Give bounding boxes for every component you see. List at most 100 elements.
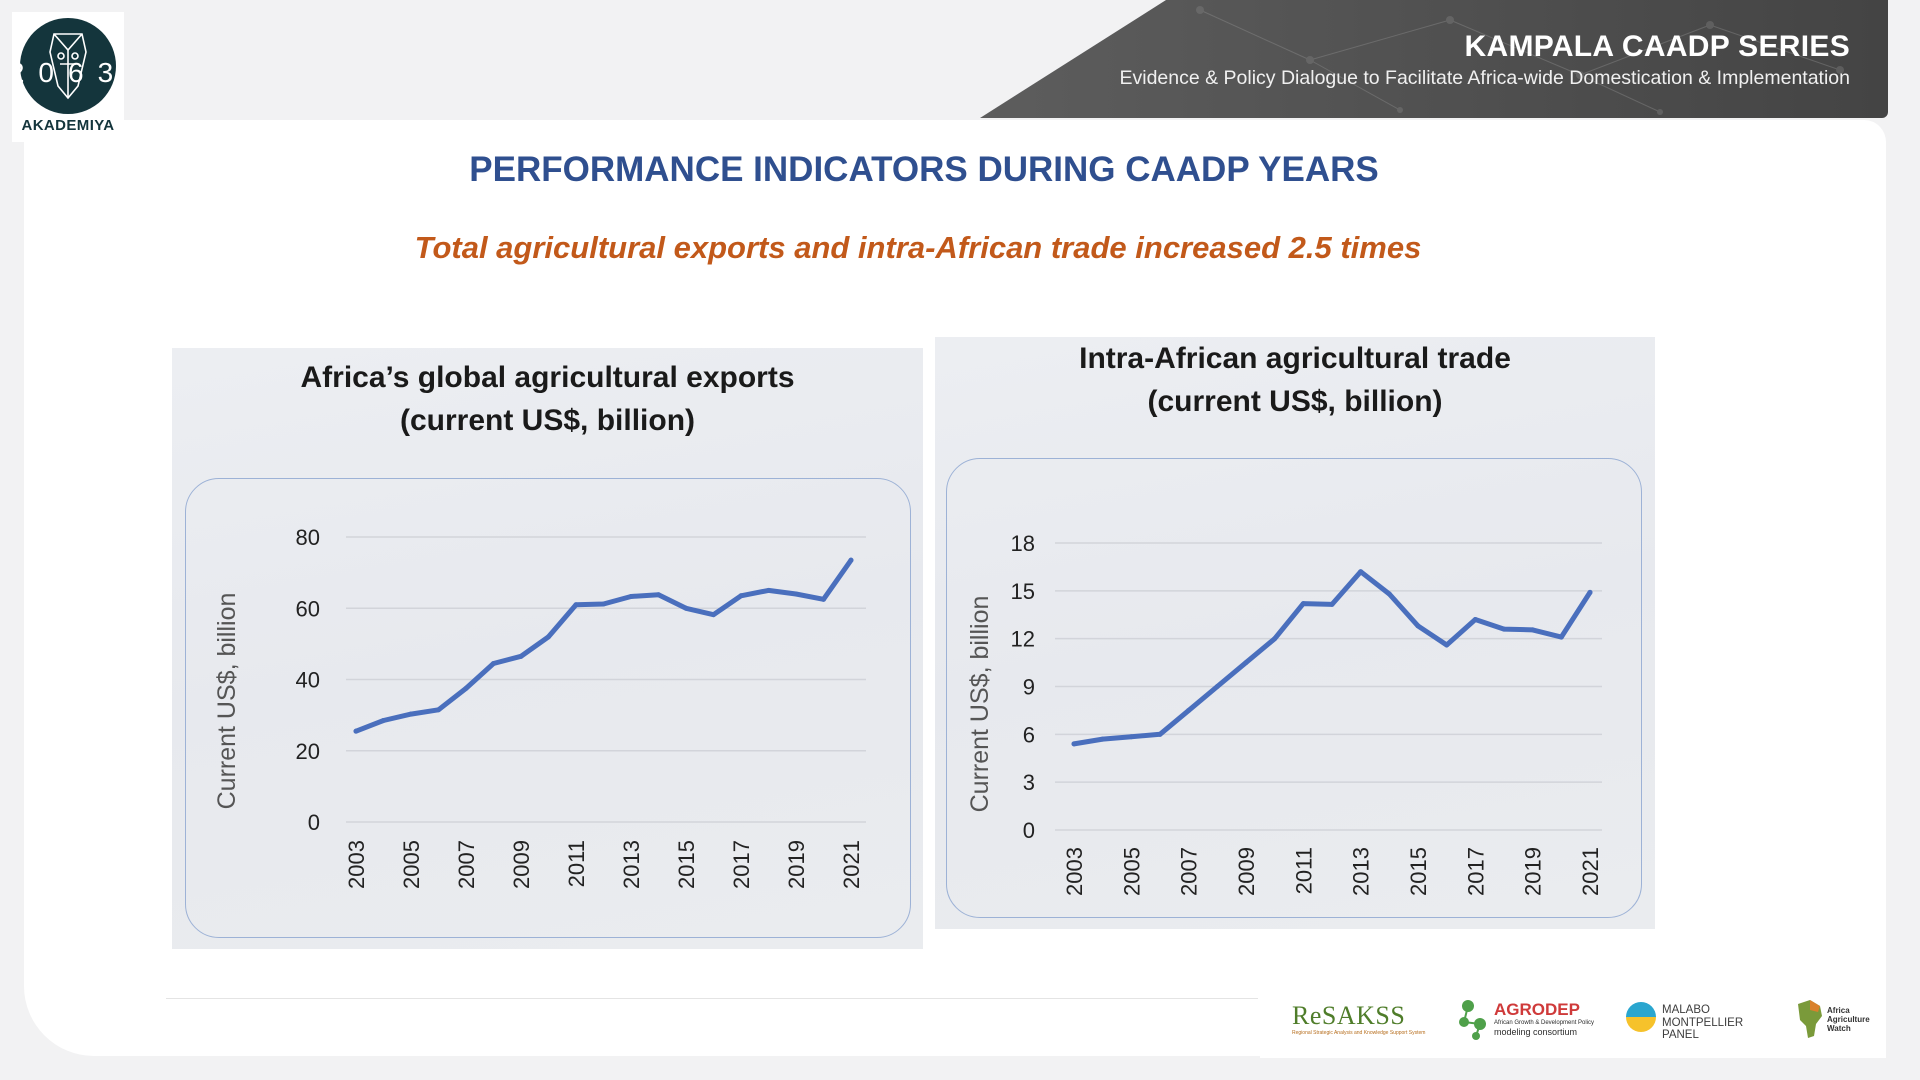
data-point (1157, 731, 1163, 737)
x-tick-label: 2009 (1234, 847, 1259, 896)
data-point (573, 602, 579, 608)
aaw-logo: Africa Agriculture Watch (1792, 976, 1882, 1058)
agrodep-tagline: African Growth & Development Policy (1494, 1020, 1595, 1026)
data-point (1272, 636, 1278, 642)
y-tick-label: 15 (1011, 579, 1035, 604)
data-point (518, 653, 524, 659)
data-point (1501, 626, 1507, 632)
x-tick-label: 2005 (399, 840, 424, 889)
data-point (1071, 741, 1077, 747)
x-tick-label: 2003 (344, 840, 369, 889)
y-tick-label: 0 (1023, 818, 1035, 843)
agrodep-molecule-icon (1459, 1000, 1486, 1040)
y-tick-label: 6 (1023, 722, 1035, 747)
x-tick-label: 2021 (1578, 847, 1603, 896)
africa-map-icon (1798, 1000, 1822, 1038)
network-pattern (1196, 6, 1844, 115)
data-point (793, 591, 799, 597)
series-line (1071, 569, 1593, 747)
akademiya-logo: 2063 AKADEMIYA (12, 12, 124, 142)
y-axis-label: Current US$, billion (213, 593, 241, 810)
intra-trade-chart-title-line2: (current US$, billion) (1147, 385, 1443, 418)
x-tick-label: 2017 (729, 840, 754, 889)
series-subtitle: Evidence & Policy Dialogue to Facilitate… (1119, 67, 1850, 89)
data-point (491, 660, 496, 666)
exports-chart-title-line1: Africa’s global agricultural exports (300, 361, 795, 394)
exports-line-chart: 0 20 40 60 80 2003 2005 2007 2009 2011 2013 2015 201… (213, 525, 866, 889)
logo-mask-icon (49, 33, 87, 100)
slide-title: PERFORMANCE INDICATORS DURING CAADP YEAR… (469, 150, 1379, 189)
mmp-circle-icon (1626, 1002, 1656, 1032)
intra-trade-chart-frame (946, 458, 1642, 918)
data-point (656, 592, 661, 598)
agrodep-logo: AGRODEP African Growth & Development Pol… (1454, 976, 1594, 1058)
x-tick-label: 2015 (674, 840, 699, 889)
mmp-line-3: PANEL (1662, 1029, 1699, 1041)
logo-numerals-text: 2063 (20, 57, 116, 88)
x-tick-label: 2011 (564, 840, 589, 887)
data-point (353, 728, 359, 734)
data-point (381, 717, 386, 723)
data-point (1444, 642, 1450, 648)
data-point (766, 587, 771, 593)
data-point (1530, 627, 1536, 633)
x-tick-label: 2013 (1349, 847, 1374, 896)
series-banner: KAMPALA CAADP SERIES Evidence & Policy D… (980, 0, 1888, 118)
y-tick-label: 18 (1011, 531, 1035, 556)
x-tick-label: 2017 (1463, 847, 1488, 896)
partner-logos: ReSAKSS Regional Strategic Analysis and … (1260, 976, 1886, 1058)
x-tick-label: 2021 (839, 840, 864, 889)
data-point (1243, 660, 1249, 666)
series-line (353, 557, 854, 734)
y-tick-label: 0 (308, 810, 320, 835)
footer-divider (166, 998, 1258, 999)
mmp-line-1: MALABO (1662, 1004, 1710, 1016)
x-tick-label: 2003 (1062, 847, 1087, 896)
aaw-name: Africa Agriculture Watch (1827, 1006, 1870, 1033)
logo-numerals: 2063 (20, 57, 116, 88)
logo-name: AKADEMIYA (21, 117, 115, 134)
x-tick-label: 2019 (784, 840, 809, 889)
resakss-tagline: Regional Strategic Analysis and Knowledg… (1292, 1030, 1426, 1036)
agrodep-tagline-2: modeling consortium (1494, 1027, 1578, 1037)
data-point (1587, 589, 1593, 595)
data-point (1386, 591, 1392, 597)
data-point (1415, 623, 1421, 629)
data-point (738, 593, 744, 599)
data-point (1100, 736, 1106, 742)
aaw-line-2: Agriculture (1827, 1015, 1870, 1024)
mmp-line-2: MONTPELLIER (1662, 1016, 1744, 1029)
x-tick-label: 2019 (1521, 847, 1546, 896)
logo-emblem: 2063 (20, 18, 116, 114)
x-tick-label: 2015 (1406, 847, 1431, 896)
x-tick-label: 2011 (1291, 847, 1316, 894)
y-tick-label: 60 (296, 596, 320, 621)
y-axis-label: Current US$, billion (966, 596, 994, 813)
y-tick-label: 40 (296, 668, 320, 693)
aaw-line-1: Africa (1827, 1006, 1850, 1015)
data-point (436, 707, 441, 713)
slide-subtitle: Total agricultural exports and intra-Afr… (414, 230, 1422, 265)
series-title: KAMPALA CAADP SERIES (1464, 30, 1850, 63)
y-tick-label: 9 (1023, 675, 1035, 700)
exports-chart-card: Africa’s global agricultural exports (cu… (172, 348, 923, 949)
data-point (683, 605, 689, 611)
intra-trade-chart-title-line1: Intra-African agricultural trade (1079, 342, 1511, 375)
intra-trade-line-chart: 0 3 6 9 12 15 18 2003 2005 2007 2009 2011 2013 2015 20… (966, 531, 1603, 896)
data-point (1472, 617, 1478, 623)
x-tick-label: 2007 (454, 840, 479, 889)
mmp-name: MALABO MONTPELLIER PANEL (1662, 1004, 1743, 1042)
resakss-name: ReSAKSS (1292, 1001, 1406, 1030)
data-point (1329, 601, 1335, 607)
data-point (1128, 734, 1134, 740)
y-tick-label: 12 (1011, 627, 1035, 652)
data-point (1186, 707, 1192, 713)
y-tick-label: 80 (296, 525, 320, 550)
data-point (711, 612, 716, 618)
data-point (1558, 634, 1564, 640)
data-point (821, 596, 826, 602)
mmp-logo: MALABO MONTPELLIER PANEL (1622, 976, 1752, 1058)
x-tick-label: 2005 (1119, 847, 1144, 896)
data-point (1358, 569, 1364, 575)
y-tick-label: 3 (1023, 770, 1035, 795)
